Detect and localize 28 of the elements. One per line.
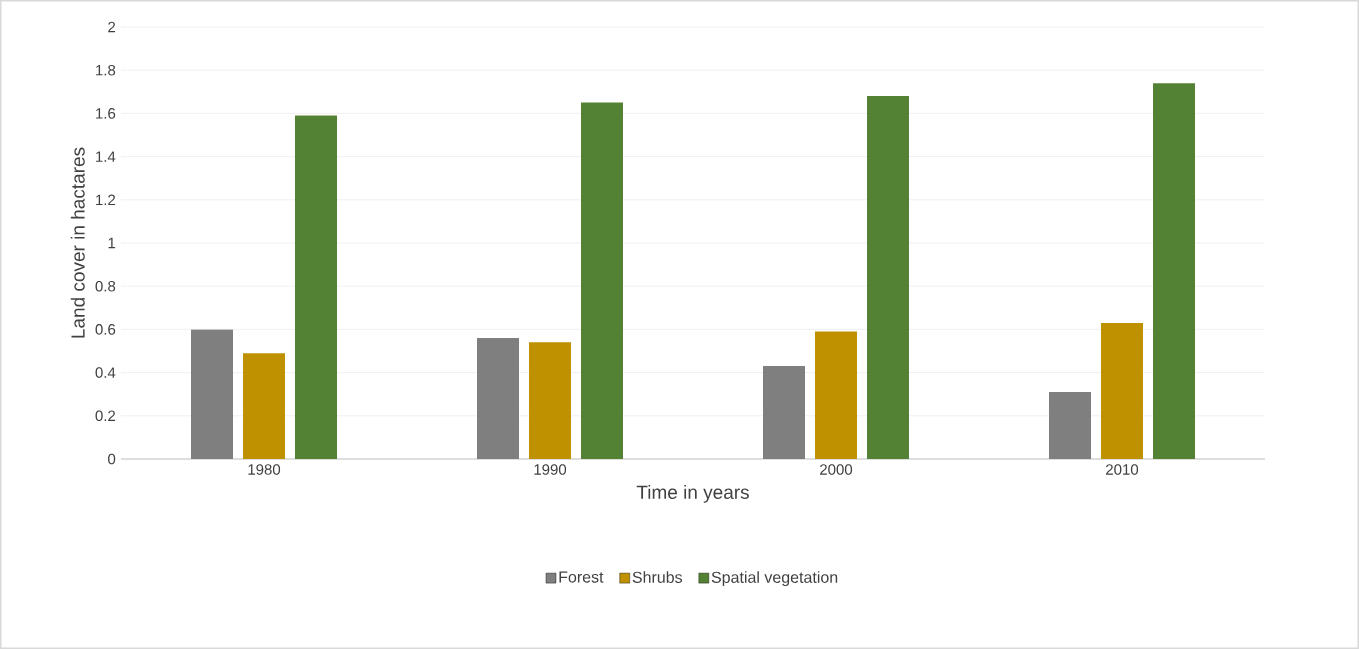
y-tick-label: 0.6 [95, 324, 116, 335]
bar [295, 115, 338, 459]
y-tick-label: 2 [108, 21, 116, 33]
y-tick-label: 1 [108, 237, 116, 249]
bar [581, 102, 623, 459]
bar [243, 353, 286, 459]
legend-label: Shrubs [632, 571, 683, 583]
y-tick-label: 1.4 [96, 151, 116, 162]
y-tick-label: 1.6 [96, 108, 116, 119]
y-tick-label: 1.2 [96, 194, 116, 206]
bar [867, 96, 909, 459]
x-tick-label: 1980 [248, 464, 281, 475]
legend-label: Spatial vegetation [711, 571, 838, 587]
x-tick-label: 1990 [534, 464, 567, 475]
y-axis-title: Land cover in hactares [70, 147, 85, 338]
bar [529, 342, 571, 459]
y-tick-label: 0.4 [95, 367, 116, 378]
x-tick-label: 2010 [1106, 464, 1139, 475]
legend-label: Forest [559, 571, 604, 583]
y-tick-label: 1.8 [96, 64, 116, 76]
y-tick-label: 0.2 [95, 410, 116, 422]
x-axis-title: Time in years [636, 485, 749, 503]
bar [815, 331, 857, 459]
y-tick-label: 0 [108, 453, 116, 465]
y-tick-label: 0.8 [95, 280, 116, 292]
x-tick-label: 2000 [820, 464, 853, 475]
bar [1100, 322, 1143, 459]
bar [1153, 83, 1195, 459]
